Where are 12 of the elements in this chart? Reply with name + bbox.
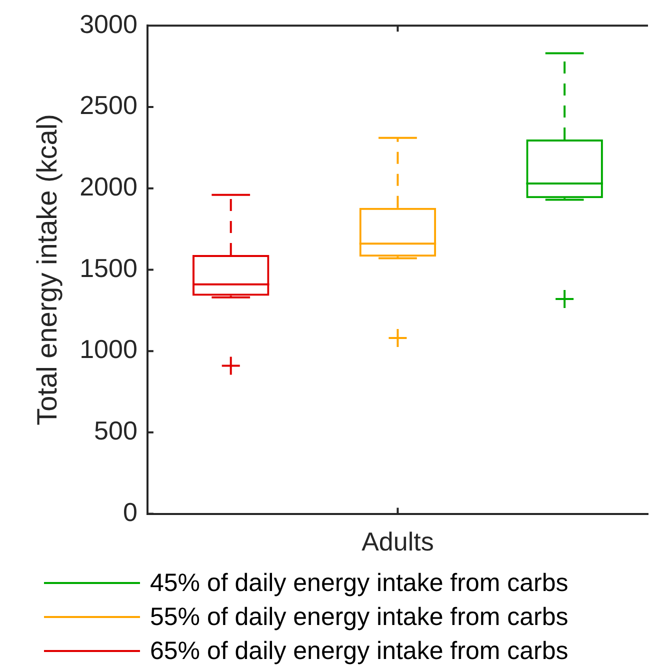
- y-tick-label: 2000: [80, 172, 138, 202]
- y-tick-label: 3000: [80, 8, 138, 39]
- y-tick-label: 500: [94, 416, 138, 446]
- y-tick-label: 1500: [80, 252, 138, 283]
- y-axis-title: Total energy intake (kcal): [32, 114, 63, 426]
- legend-label: 65% of daily energy intake from carbs: [150, 636, 568, 666]
- legend-label: 55% of daily energy intake from carbs: [150, 602, 568, 632]
- legend-label: 45% of daily energy intake from carbs: [150, 568, 568, 598]
- y-tick-label: 1000: [80, 334, 138, 364]
- y-tick-label: 2500: [80, 90, 138, 120]
- x-tick-label: Adults: [362, 526, 434, 557]
- y-tick-label: 0: [122, 496, 138, 527]
